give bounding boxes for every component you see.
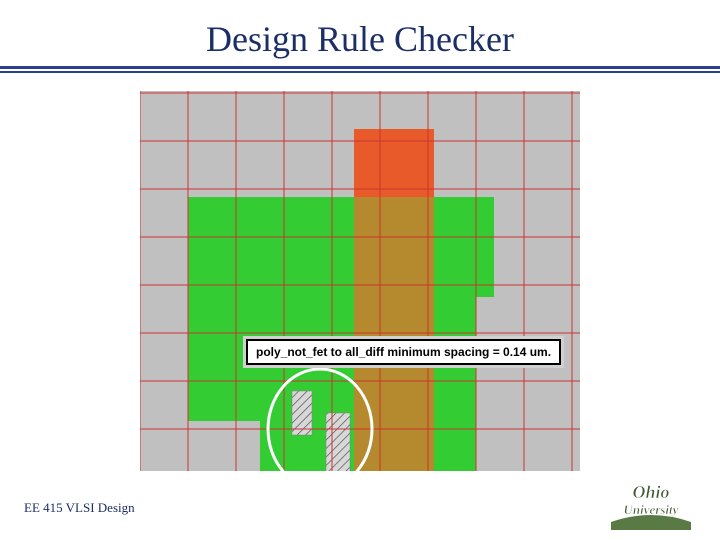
layout-diagram: poly_not_fet to all_diff minimum spacing… — [140, 91, 580, 471]
drc-error-callout: poly_not_fet to all_diff minimum spacing… — [246, 339, 561, 365]
course-footer: EE 415 VLSI Design — [24, 500, 135, 516]
university-logo: OhioUniversity — [606, 480, 696, 530]
svg-text:University: University — [624, 502, 679, 517]
title-underline — [0, 66, 720, 73]
drc-error-text: poly_not_fet to all_diff minimum spacing… — [256, 345, 551, 359]
svg-text:Ohio: Ohio — [632, 482, 669, 502]
page-title: Design Rule Checker — [0, 0, 720, 60]
